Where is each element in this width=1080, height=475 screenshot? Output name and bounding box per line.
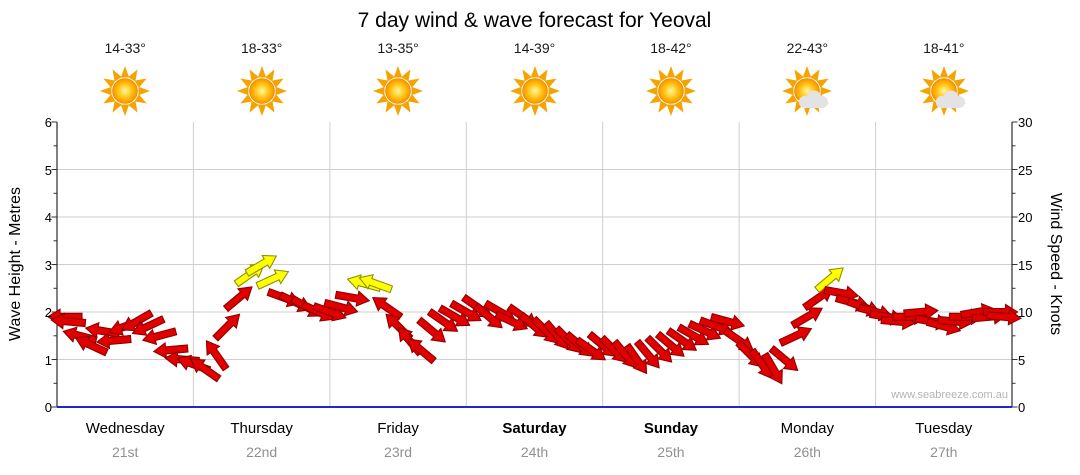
day-name-label: Thursday bbox=[230, 420, 293, 437]
day-temp: 22-43° bbox=[786, 40, 829, 56]
wind-arrow bbox=[244, 254, 278, 277]
wind-arrow bbox=[95, 332, 132, 350]
day-date-label: 24th bbox=[520, 444, 549, 460]
day-name-label: Wednesday bbox=[85, 420, 165, 437]
wind-arrow bbox=[255, 269, 290, 290]
day-temp: 18-33° bbox=[240, 40, 283, 56]
wind-arrow bbox=[814, 267, 844, 294]
day-date-label: 27th bbox=[930, 444, 958, 460]
sun-icon bbox=[99, 65, 151, 117]
day-temp: 14-39° bbox=[513, 40, 556, 56]
wind-arrow bbox=[358, 273, 394, 294]
right-tick-label: 15 bbox=[1018, 257, 1033, 273]
day-temp: 13-35° bbox=[377, 40, 419, 56]
wind-arrow bbox=[74, 335, 109, 357]
right-tick-label: 30 bbox=[1018, 115, 1033, 130]
wind-arrow bbox=[190, 358, 222, 383]
wind-arrow bbox=[371, 296, 404, 321]
wind-arrow bbox=[334, 290, 371, 307]
right-tick-label: 25 bbox=[1018, 162, 1033, 178]
day-name-label: Saturday bbox=[502, 420, 567, 437]
sun-icon bbox=[509, 65, 561, 117]
day-name-label: Friday bbox=[377, 420, 419, 437]
wind-arrow bbox=[205, 340, 230, 372]
sun-icon bbox=[645, 65, 697, 117]
sun-cloud-icon bbox=[918, 65, 970, 117]
day-date-label: 23rd bbox=[384, 444, 413, 460]
wind-arrow bbox=[131, 315, 166, 336]
wind-arrow bbox=[623, 342, 648, 375]
day-temp: 18-42° bbox=[650, 40, 692, 56]
left-tick-label: 4 bbox=[44, 210, 52, 225]
day-name-label: Sunday bbox=[643, 420, 699, 437]
wind-arrow bbox=[709, 313, 746, 331]
wind-arrow bbox=[778, 326, 813, 347]
left-tick-label: 1 bbox=[44, 352, 52, 368]
left-tick-label: 3 bbox=[44, 257, 52, 273]
wind-arrow bbox=[406, 338, 437, 365]
right-tick-label: 10 bbox=[1018, 305, 1033, 320]
day-name-label: Monday bbox=[780, 420, 835, 437]
sun-cloud-icon bbox=[781, 65, 833, 117]
right-tick-label: 0 bbox=[1018, 400, 1026, 415]
wind-arrow bbox=[141, 327, 178, 346]
day-date-label: 22nd bbox=[246, 444, 278, 460]
day-temp: 14-33° bbox=[104, 40, 146, 56]
day-date-label: 21st bbox=[111, 444, 139, 460]
wind-arrow bbox=[986, 308, 1022, 326]
right-tick-label: 20 bbox=[1018, 210, 1033, 225]
wind-arrow bbox=[323, 298, 359, 317]
left-tick-label: 2 bbox=[44, 305, 52, 320]
day-date-label: 26th bbox=[793, 444, 821, 460]
day-name-label: Tuesday bbox=[915, 420, 973, 437]
sun-icon bbox=[372, 65, 424, 117]
left-tick-label: 5 bbox=[44, 162, 52, 178]
day-date-label: 25th bbox=[657, 444, 685, 460]
sun-icon bbox=[236, 65, 288, 117]
wind-arrow bbox=[633, 338, 660, 369]
wind-arrow bbox=[761, 351, 783, 385]
wind-arrow bbox=[768, 345, 799, 372]
day-temp: 18-41° bbox=[923, 40, 965, 56]
watermark: www.seabreeze.com.au bbox=[891, 389, 1008, 401]
right-tick-label: 5 bbox=[1018, 352, 1026, 368]
chart-title: 7 day wind & wave forecast for Yeoval bbox=[357, 9, 712, 32]
wind-arrow bbox=[416, 316, 447, 343]
left-tick-label: 6 bbox=[44, 115, 52, 130]
wind-arrow bbox=[212, 313, 241, 342]
wind-arrow bbox=[654, 330, 685, 357]
wind-arrow bbox=[222, 286, 253, 313]
left-tick-label: 0 bbox=[44, 400, 52, 415]
wind-arrow bbox=[50, 312, 87, 330]
wind-arrow bbox=[644, 334, 673, 363]
